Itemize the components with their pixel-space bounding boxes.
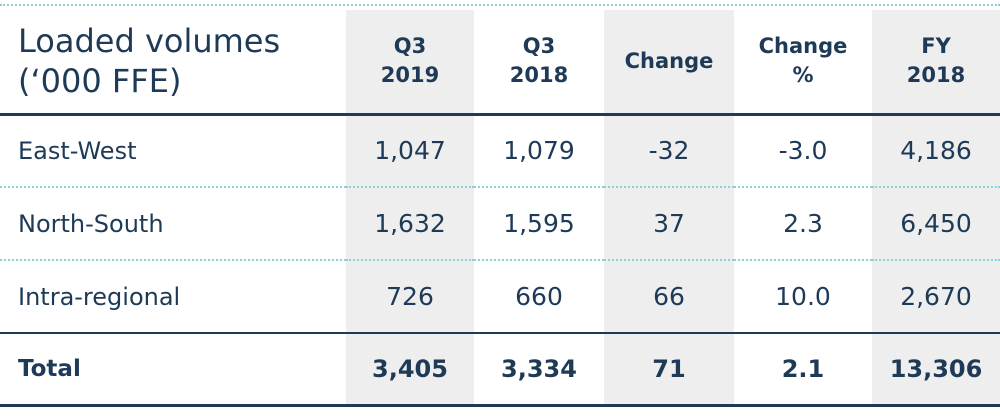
top-dotted-rule: [0, 4, 1000, 6]
cell-fy-2018: 4,186: [872, 114, 1000, 188]
table-title-line1: Loaded volumes: [18, 22, 281, 61]
cell-q3-2018: 3,334: [474, 333, 604, 407]
column-header-line2: %: [792, 63, 814, 88]
cell-change: -32: [604, 114, 734, 188]
cell-change: 71: [604, 333, 734, 407]
column-header-change-percent: Change %: [734, 10, 872, 116]
column-header-q3-2019: Q3 2019: [346, 10, 474, 116]
cell-fy-2018: 2,670: [872, 260, 1000, 334]
column-header-q3-2018: Q3 2018: [474, 10, 604, 116]
table-row-intra-regional: Intra-regional 726 660 66 10.0 2,670: [0, 260, 1000, 334]
column-header-fy-2018: FY 2018: [872, 10, 1000, 116]
cell-change-percent: 10.0: [734, 260, 872, 334]
cell-fy-2018: 13,306: [872, 333, 1000, 407]
column-header-line1: Q3: [522, 34, 556, 59]
row-label: North-South: [0, 187, 346, 261]
table-row-east-west: East-West 1,047 1,079 -32 -3.0 4,186: [0, 114, 1000, 188]
column-header-line1: Q3: [393, 34, 427, 59]
cell-fy-2018: 6,450: [872, 187, 1000, 261]
cell-q3-2019: 726: [346, 260, 474, 334]
row-label: East-West: [0, 114, 346, 188]
cell-q3-2019: 3,405: [346, 333, 474, 407]
row-label: Intra-regional: [0, 260, 346, 334]
loaded-volumes-table: Loaded volumes (‘000 FFE) Q3 2019 Q3 201…: [0, 10, 1000, 407]
column-header-line1: FY: [921, 34, 951, 59]
column-header-line2: 2019: [380, 63, 440, 88]
table-row-total: Total 3,405 3,334 71 2.1 13,306: [0, 333, 1000, 407]
table-title-line2: (‘000 FFE): [18, 62, 182, 101]
column-header-line2: 2018: [906, 63, 966, 88]
cell-q3-2018: 660: [474, 260, 604, 334]
cell-change: 66: [604, 260, 734, 334]
table-title: Loaded volumes (‘000 FFE): [0, 10, 346, 116]
column-header-change: Change: [604, 10, 734, 116]
table-row-north-south: North-South 1,632 1,595 37 2.3 6,450: [0, 187, 1000, 261]
cell-q3-2018: 1,079: [474, 114, 604, 188]
cell-change-percent: -3.0: [734, 114, 872, 188]
cell-change-percent: 2.3: [734, 187, 872, 261]
column-header-line2: 2018: [509, 63, 569, 88]
cell-change: 37: [604, 187, 734, 261]
cell-change-percent: 2.1: [734, 333, 872, 407]
row-label: Total: [0, 333, 346, 407]
cell-q3-2019: 1,047: [346, 114, 474, 188]
column-header-line1: Change: [758, 34, 848, 59]
header-row: Loaded volumes (‘000 FFE) Q3 2019 Q3 201…: [0, 10, 1000, 116]
column-header-line1: Change: [624, 48, 714, 73]
cell-q3-2018: 1,595: [474, 187, 604, 261]
cell-q3-2019: 1,632: [346, 187, 474, 261]
